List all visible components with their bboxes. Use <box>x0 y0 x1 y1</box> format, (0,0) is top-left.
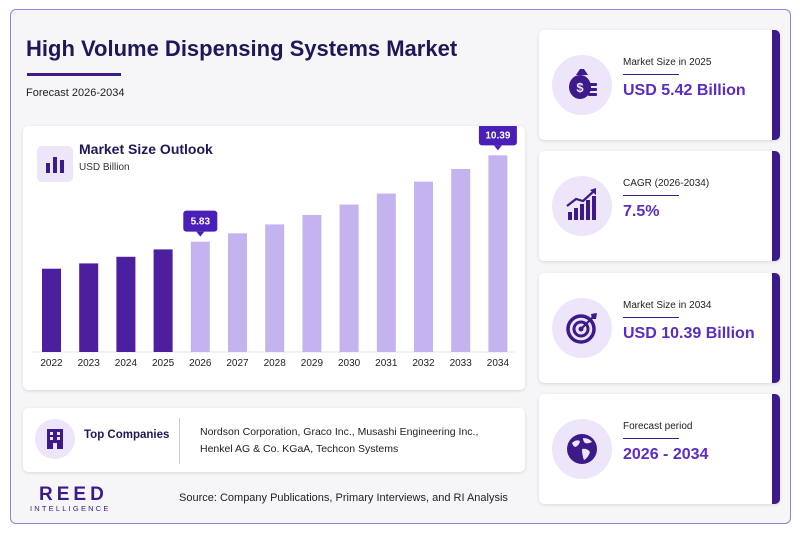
x-tick-label: 2030 <box>338 358 361 369</box>
money-bag-icon: $ <box>552 55 612 115</box>
bar-2029 <box>302 214 322 352</box>
target-icon <box>552 298 612 358</box>
globe-icon <box>552 419 612 479</box>
x-tick-label: 2032 <box>412 358 435 369</box>
stat-value: 2026 - 2034 <box>623 446 709 463</box>
chart-title: Market Size Outlook <box>79 141 213 157</box>
stat-card-market-size-2034: Market Size in 2034 USD 10.39 Billion <box>539 273 780 383</box>
x-tick-label: 2023 <box>78 358 101 369</box>
x-tick-label: 2028 <box>264 358 287 369</box>
stat-value: 7.5% <box>623 203 660 220</box>
bar-chart-icon <box>37 146 73 182</box>
top-companies-label: Top Companies <box>84 429 170 441</box>
top-companies-card <box>23 408 525 472</box>
logo-wordmark: REED <box>39 484 108 505</box>
companies-divider <box>179 418 180 464</box>
x-tick-label: 2025 <box>152 358 175 369</box>
card-accent <box>772 151 780 261</box>
card-accent <box>772 394 780 504</box>
page-title: High Volume Dispensing Systems Market <box>26 36 458 61</box>
x-tick-label: 2033 <box>450 358 473 369</box>
stat-rule <box>623 317 679 318</box>
card-accent <box>772 30 780 140</box>
bar-2030 <box>339 204 359 352</box>
x-tick-label: 2022 <box>40 358 63 369</box>
top-companies-list: Nordson Corporation, Graco Inc., Musashi… <box>200 426 479 455</box>
svg-text:$: $ <box>576 80 584 95</box>
stat-card-market-size-2025: $ Market Size in 2025 USD 5.42 Billion <box>539 30 780 140</box>
stat-card-forecast-period: Forecast period 2026 - 2034 <box>539 394 780 504</box>
growth-chart-icon <box>552 176 612 236</box>
bar-2022 <box>42 268 61 352</box>
building-icon <box>35 419 75 459</box>
stat-rule <box>623 74 679 75</box>
x-tick-label: 2026 <box>189 358 212 369</box>
data-label-2026: 5.83 <box>183 210 218 237</box>
x-tick-label: 2031 <box>375 358 398 369</box>
x-tick-label: 2029 <box>301 358 324 369</box>
chart-unit: USD Billion <box>79 162 130 173</box>
bar-2023 <box>79 263 99 352</box>
bar-2026 <box>190 241 210 352</box>
stat-rule <box>623 438 679 439</box>
data-label-2034: 10.39 <box>478 126 517 151</box>
bar-2027 <box>228 233 247 352</box>
x-tick-label: 2034 <box>487 358 510 369</box>
bar-2031 <box>376 193 396 352</box>
title-underline <box>27 73 121 76</box>
stat-rule <box>623 195 679 196</box>
bar-2033 <box>451 168 471 352</box>
bar-2034 <box>488 155 508 352</box>
logo-tagline: INTELLIGENCE <box>30 504 111 513</box>
stat-label: CAGR (2026-2034) <box>623 178 710 189</box>
card-accent <box>772 273 780 383</box>
svg-text:5.83: 5.83 <box>191 217 211 228</box>
stat-label: Market Size in 2034 <box>623 300 712 311</box>
stat-label: Forecast period <box>623 421 693 432</box>
stat-card-cagr: CAGR (2026-2034) 7.5% <box>539 151 780 261</box>
page-subtitle: Forecast 2026-2034 <box>26 87 125 99</box>
stat-value: USD 5.42 Billion <box>623 82 746 99</box>
bar-2024 <box>116 256 136 352</box>
bar-2032 <box>414 181 433 352</box>
source-note: Source: Company Publications, Primary In… <box>179 492 508 504</box>
stat-label: Market Size in 2025 <box>623 57 712 68</box>
stat-value: USD 10.39 Billion <box>623 325 755 342</box>
svg-text:10.39: 10.39 <box>485 130 510 141</box>
x-tick-label: 2027 <box>226 358 249 369</box>
bar-chart: 2022 2023 2024 2025 2026 2027 2028 2029 2030 2031… <box>33 126 517 369</box>
bar-2028 <box>265 224 285 352</box>
x-tick-label: 2024 <box>115 358 138 369</box>
bar-2025 <box>153 249 173 352</box>
